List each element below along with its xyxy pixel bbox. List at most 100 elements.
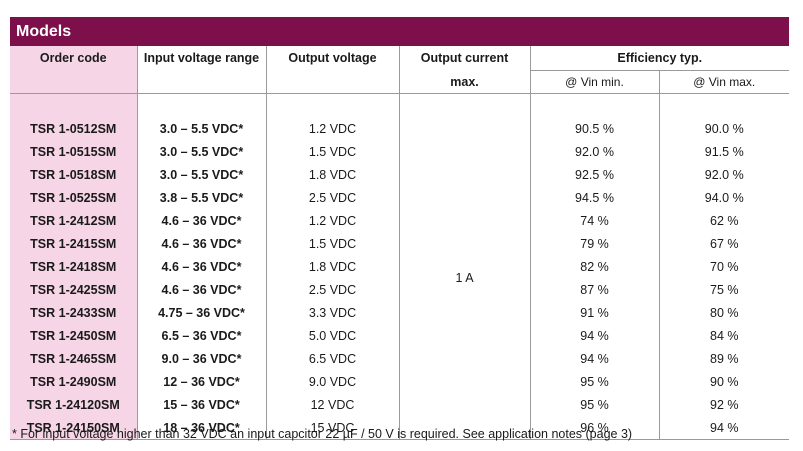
order-code-cell: TSR 1-2415SM <box>10 232 138 255</box>
table-row: TSR 1-2418SM 4.6 – 36 VDC* 1.8 VDC 82 % 70 % <box>10 255 789 278</box>
header-output-voltage-cont <box>266 70 400 94</box>
efficiency-min-cell: 95 % <box>530 393 660 416</box>
order-code-cell: TSR 1-0512SM <box>10 117 138 140</box>
input-voltage-cell: 4.6 – 36 VDC* <box>137 255 267 278</box>
input-voltage-cell: 4.6 – 36 VDC* <box>137 278 267 301</box>
efficiency-min-cell: 92.0 % <box>530 140 660 163</box>
table-row: TSR 1-2412SM 4.6 – 36 VDC* 1.2 VDC 74 % 62 % <box>10 209 789 232</box>
table-row: TSR 1-2450SM 6.5 – 36 VDC* 5.0 VDC 94 % 84 % <box>10 324 789 347</box>
efficiency-max-cell: 94.0 % <box>704 190 744 205</box>
efficiency-max-cell: 70 % <box>710 259 739 274</box>
efficiency-max-cell: 62 % <box>710 213 739 228</box>
output-voltage-cell: 12 VDC <box>266 393 400 416</box>
efficiency-max-cell: 90 % <box>710 374 739 389</box>
header-order-code: Order code <box>10 46 138 71</box>
section-title: Models <box>10 17 789 46</box>
table-row: TSR 1-2415SM 4.6 – 36 VDC* 1.5 VDC 79 % 67 % <box>10 232 789 255</box>
models-section: Models Order code Input voltage range Ou… <box>10 17 789 440</box>
input-voltage-cell: 4.6 – 36 VDC* <box>137 209 267 232</box>
output-voltage-cell: 1.5 VDC <box>266 140 400 163</box>
input-voltage-cell: 3.8 – 5.5 VDC* <box>137 186 267 209</box>
table-row: TSR 1-0512SM 3.0 – 5.5 VDC* 1.2 VDC 1 A 90.5… <box>10 117 789 440</box>
efficiency-max-cell: 75 % <box>710 282 739 297</box>
output-voltage-cell: 3.3 VDC <box>266 301 400 324</box>
output-voltage-cell: 2.5 VDC <box>266 186 400 209</box>
input-voltage-cell: 18 – 36 VDC* <box>137 416 267 440</box>
table-row: TSR 1-24150SM 18 – 36 VDC* 15 VDC 96 % 94 % <box>10 416 789 440</box>
header-output-current: Output current <box>399 46 531 71</box>
order-code-cell: TSR 1-0518SM <box>10 163 138 186</box>
efficiency-max-cell: 84 % <box>710 328 739 343</box>
input-voltage-cell: 3.0 – 5.5 VDC* <box>137 163 267 186</box>
order-code-cell: TSR 1-2433SM <box>10 301 138 324</box>
efficiency-max-cell: 89 % <box>710 351 739 366</box>
order-code-cell: TSR 1-0515SM <box>10 140 138 163</box>
efficiency-max-cell: 80 % <box>710 305 739 320</box>
output-voltage-cell: 2.5 VDC <box>266 278 400 301</box>
header-input-voltage: Input voltage range <box>137 46 267 71</box>
order-code-cell: TSR 1-2425SM <box>10 278 138 301</box>
efficiency-max-cell: 92.0 % <box>704 167 744 182</box>
order-code-cell: TSR 1-2465SM <box>10 347 138 370</box>
output-voltage-cell: 1.2 VDC <box>266 209 400 232</box>
order-code-cell: TSR 1-0525SM <box>10 186 138 209</box>
efficiency-min-cell: 94 % <box>530 324 660 347</box>
table-row: TSR 1-24120SM 15 – 36 VDC* 12 VDC 95 % 92 % <box>10 393 789 416</box>
table-spacer-row <box>10 93 789 117</box>
efficiency-max-cell: 92 % <box>710 397 739 412</box>
efficiency-min-cell: 95 % <box>530 370 660 393</box>
header-order-code-cont <box>10 70 138 94</box>
order-code-cell: TSR 1-2412SM <box>10 209 138 232</box>
header-output-current-max: max. <box>399 70 531 94</box>
header-efficiency: Efficiency typ. <box>617 51 703 65</box>
efficiency-min-cell: 91 % <box>530 301 660 324</box>
table-row: TSR 1-2465SM 9.0 – 36 VDC* 6.5 VDC 94 % 89 % <box>10 347 789 370</box>
input-voltage-cell: 9.0 – 36 VDC* <box>137 347 267 370</box>
output-voltage-cell: 1.2 VDC <box>266 117 400 140</box>
input-voltage-cell: 3.0 – 5.5 VDC* <box>137 117 267 140</box>
output-current-cell: 1 A <box>399 117 531 440</box>
efficiency-min-cell: 90.5 % <box>530 117 660 140</box>
input-voltage-cell: 12 – 36 VDC* <box>137 370 267 393</box>
table-row: TSR 1-0525SM 3.8 – 5.5 VDC* 2.5 VDC 94.5 % 9… <box>10 186 789 209</box>
efficiency-min-cell: 87 % <box>530 278 660 301</box>
output-voltage-cell: 6.5 VDC <box>266 347 400 370</box>
order-code-cell: TSR 1-2418SM <box>10 255 138 278</box>
efficiency-min-cell: 79 % <box>530 232 660 255</box>
table-row: TSR 1-2425SM 4.6 – 36 VDC* 2.5 VDC 87 % 75 % <box>10 278 789 301</box>
table-row: TSR 1-2433SM 4.75 – 36 VDC* 3.3 VDC 91 % 80 … <box>10 301 789 324</box>
footnote: * For input voltage higher than 32 VDC a… <box>12 427 633 441</box>
order-code-cell: TSR 1-24120SM <box>10 393 138 416</box>
order-code-cell: TSR 1-24150SM <box>10 416 138 440</box>
output-voltage-cell: 1.8 VDC <box>266 163 400 186</box>
efficiency-min-cell: 94 % <box>530 347 660 370</box>
input-voltage-cell: 15 – 36 VDC* <box>137 393 267 416</box>
efficiency-min-cell: 82 % <box>530 255 660 278</box>
header-vin-min: @ Vin min. <box>530 70 660 94</box>
output-voltage-cell: 1.5 VDC <box>266 232 400 255</box>
order-code-cell: TSR 1-2490SM <box>10 370 138 393</box>
efficiency-max-cell: 94 % <box>659 416 789 440</box>
table-row: TSR 1-0518SM 3.0 – 5.5 VDC* 1.8 VDC 92.5 % 9… <box>10 163 789 186</box>
input-voltage-cell: 4.6 – 36 VDC* <box>137 232 267 255</box>
efficiency-min-cell: 74 % <box>530 209 660 232</box>
efficiency-max-cell: 90.0 % <box>704 121 744 136</box>
output-voltage-cell: 5.0 VDC <box>266 324 400 347</box>
header-vin-max: @ Vin max. <box>659 70 789 94</box>
header-output-voltage: Output voltage <box>266 46 400 71</box>
output-voltage-cell: 15 VDC <box>266 416 400 440</box>
order-code-cell: TSR 1-2450SM <box>10 324 138 347</box>
input-voltage-cell: 4.75 – 36 VDC* <box>137 301 267 324</box>
efficiency-max-cell: 91.5 % <box>704 144 744 159</box>
output-voltage-cell: 1.8 VDC <box>266 255 400 278</box>
table-row: TSR 1-0515SM 3.0 – 5.5 VDC* 1.5 VDC 92.0 % 9… <box>10 140 789 163</box>
models-table: Order code Input voltage range Output vo… <box>10 46 789 440</box>
header-input-voltage-cont <box>137 70 267 94</box>
output-voltage-cell: 9.0 VDC <box>266 370 400 393</box>
efficiency-min-cell: 94.5 % <box>530 186 660 209</box>
input-voltage-cell: 6.5 – 36 VDC* <box>137 324 267 347</box>
efficiency-min-cell: 96 % <box>530 416 660 440</box>
efficiency-max-cell: 67 % <box>710 236 739 251</box>
table-row: TSR 1-2490SM 12 – 36 VDC* 9.0 VDC 95 % 90 % <box>10 370 789 393</box>
input-voltage-cell: 3.0 – 5.5 VDC* <box>137 140 267 163</box>
